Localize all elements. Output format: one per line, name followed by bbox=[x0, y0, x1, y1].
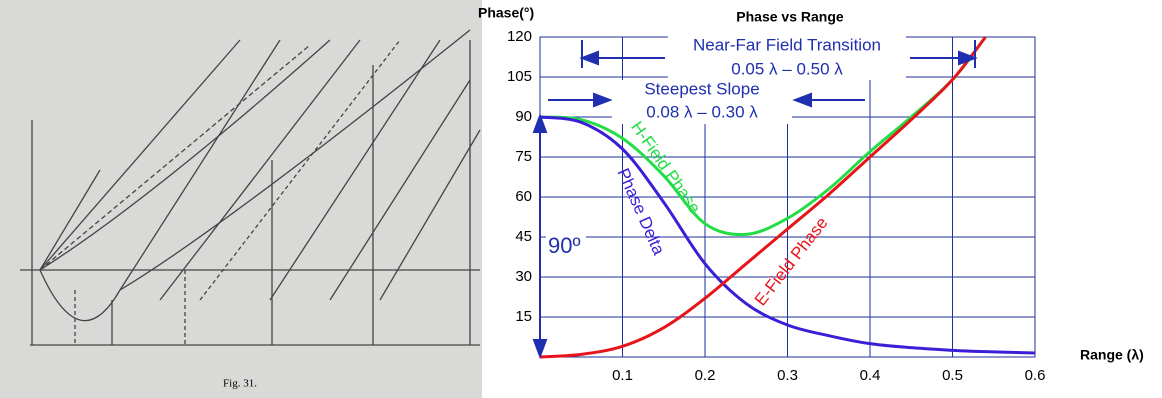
y-tick-label: 45 bbox=[515, 228, 532, 245]
x-tick-label: 0.1 bbox=[612, 367, 633, 384]
x-tick-label: 0.3 bbox=[777, 367, 798, 384]
x-tick-label: 0.6 bbox=[1025, 367, 1046, 384]
y-tick-label: 90 bbox=[515, 108, 532, 125]
y-tick-label: 75 bbox=[515, 148, 532, 165]
y-tick-label: 105 bbox=[507, 68, 532, 85]
y-axis-label: Phase(°) bbox=[478, 5, 534, 21]
annotation: Near-Far Field Transition bbox=[693, 35, 881, 54]
x-tick-label: 0.2 bbox=[695, 367, 716, 384]
annotation: Steepest Slope bbox=[644, 79, 759, 98]
y-tick-label: 15 bbox=[515, 308, 532, 325]
figure-caption: Fig. 31. bbox=[223, 378, 257, 390]
annotation: 0.08 λ – 0.30 λ bbox=[646, 102, 758, 121]
page: Fig. 31. Phase vs Range Phase(°) Range (… bbox=[0, 0, 1162, 398]
x-tick-label: 0.5 bbox=[942, 367, 963, 384]
scanned-figure: Fig. 31. bbox=[0, 0, 482, 398]
annotation: 90º bbox=[548, 233, 581, 258]
y-tick-label: 120 bbox=[507, 28, 532, 45]
y-tick-label: 60 bbox=[515, 188, 532, 205]
y-tick-label: 30 bbox=[515, 268, 532, 285]
chart-title: Phase vs Range bbox=[736, 9, 844, 25]
x-axis-label: Range (λ) bbox=[1080, 347, 1144, 363]
annotation: 0.05 λ – 0.50 λ bbox=[731, 59, 843, 78]
x-tick-label: 0.4 bbox=[860, 367, 881, 384]
